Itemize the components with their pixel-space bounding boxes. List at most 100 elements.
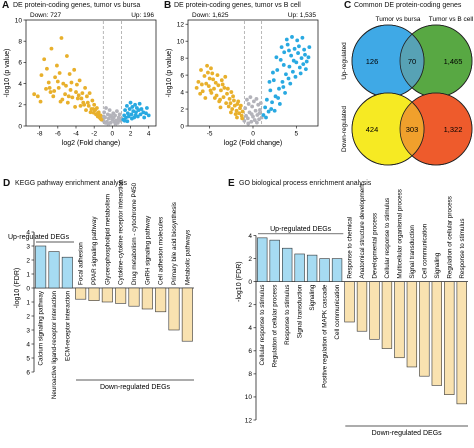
down-point bbox=[225, 91, 229, 96]
ns-point bbox=[242, 119, 247, 123]
ns-point bbox=[246, 121, 251, 126]
up-point bbox=[301, 62, 306, 66]
down-point bbox=[39, 73, 44, 78]
y-axis-label: -log10 (p value) bbox=[4, 49, 11, 98]
ns-point bbox=[107, 108, 112, 112]
ns-point bbox=[248, 95, 253, 100]
x-tick-label: -2 bbox=[91, 131, 97, 138]
category-label: Response to stimulus bbox=[284, 285, 291, 345]
ns-point bbox=[243, 106, 248, 111]
up-point bbox=[298, 71, 303, 76]
down-point bbox=[206, 84, 211, 89]
down-point bbox=[220, 82, 225, 87]
venn-column-label: Tumor vs bursa bbox=[376, 16, 421, 23]
down-point bbox=[205, 63, 209, 68]
up-point bbox=[146, 113, 151, 118]
down-bar bbox=[394, 281, 405, 359]
down-point bbox=[88, 110, 93, 115]
up-point bbox=[296, 51, 300, 55]
up-point bbox=[278, 57, 283, 62]
up-point bbox=[280, 80, 285, 84]
category-label: Focal adhesion bbox=[78, 242, 85, 285]
up-bar bbox=[35, 245, 47, 289]
down-point bbox=[236, 99, 241, 104]
down-point bbox=[47, 85, 52, 90]
down-point bbox=[212, 96, 217, 100]
down-point bbox=[65, 100, 70, 105]
y-tick-label: 2 bbox=[248, 256, 252, 263]
up-bar bbox=[319, 258, 330, 282]
up-point bbox=[302, 47, 307, 52]
down-point bbox=[51, 94, 56, 99]
up-point bbox=[283, 91, 287, 95]
up-point bbox=[137, 101, 142, 106]
up-regulated-label: Up-regulated DEGs bbox=[8, 234, 70, 241]
down-point bbox=[234, 108, 239, 113]
down-count-label: Down: 1,625 bbox=[192, 12, 229, 19]
ns-point bbox=[245, 116, 250, 121]
y-tick-label: 1 bbox=[26, 271, 30, 278]
down-point bbox=[221, 95, 226, 100]
up-point bbox=[282, 50, 287, 55]
x-tick-label: 4 bbox=[147, 131, 151, 138]
down-point bbox=[78, 103, 83, 108]
down-point bbox=[76, 93, 81, 98]
down-point bbox=[90, 98, 95, 103]
up-regulated-label: Up-regulated DEGs bbox=[270, 226, 332, 233]
up-point bbox=[271, 70, 275, 75]
ns-point bbox=[117, 112, 122, 117]
category-label: Response to stimulus bbox=[459, 218, 466, 278]
down-point bbox=[42, 57, 47, 62]
venn-both-count: 70 bbox=[408, 57, 416, 66]
up-point bbox=[304, 59, 309, 64]
ns-point bbox=[253, 108, 258, 113]
up-point bbox=[139, 107, 144, 111]
category-label: PPAR signaling pathway bbox=[91, 216, 98, 285]
down-bar bbox=[419, 281, 430, 377]
down-point bbox=[208, 88, 213, 93]
up-count-label: Up: 196 bbox=[131, 12, 154, 19]
up-point bbox=[145, 106, 149, 110]
y-tick-label: 4 bbox=[26, 341, 30, 348]
up-point bbox=[287, 64, 292, 69]
ns-point bbox=[254, 96, 259, 101]
up-point bbox=[288, 81, 293, 86]
chart-title: KEGG pathway enrichment analysis bbox=[15, 180, 128, 187]
down-regulated-label: Down-regulated DEGs bbox=[100, 384, 171, 391]
down-point bbox=[48, 90, 53, 94]
ns-point bbox=[250, 104, 255, 109]
category-label: Neuroactive ligand-receptor interaction bbox=[51, 291, 58, 400]
x-tick-label: 5 bbox=[295, 131, 299, 138]
down-point bbox=[70, 95, 75, 100]
ns-point bbox=[258, 101, 263, 106]
down-point bbox=[89, 107, 94, 111]
down-point bbox=[32, 92, 37, 97]
down-point bbox=[240, 116, 245, 121]
x-tick-label: 0 bbox=[111, 131, 115, 138]
y-tick-label: 2 bbox=[248, 302, 252, 309]
up-point bbox=[276, 96, 281, 100]
chart-title: DE protein-coding genes, tumor vs bursa bbox=[13, 2, 141, 9]
up-point bbox=[275, 68, 280, 72]
up-point bbox=[274, 55, 279, 60]
panel-d: D KEGG pathway enrichment analysis 4 3 2 1 0… bbox=[0, 172, 200, 448]
up-bar bbox=[294, 253, 305, 282]
y-tick-label: 4 bbox=[26, 229, 30, 236]
kegg-bar-chart: 4 3 2 1 0 1 2 3 4 5 6 -log10 (FDR) Calcium signaling… bbox=[8, 179, 194, 400]
ns-point bbox=[103, 120, 108, 125]
down-point bbox=[91, 110, 96, 115]
down-bar bbox=[128, 287, 140, 307]
up-bar bbox=[61, 256, 73, 289]
up-bar bbox=[48, 251, 60, 289]
venn-right-count: 1,465 bbox=[444, 57, 463, 66]
down-bar bbox=[181, 287, 193, 342]
up-point bbox=[287, 48, 291, 53]
category-label: Regulation of cellular process bbox=[446, 196, 453, 279]
panel-a: A DE protein-coding genes, tumor vs burs… bbox=[0, 0, 160, 150]
down-point bbox=[226, 104, 231, 109]
category-label: Signaling bbox=[309, 284, 316, 310]
up-point bbox=[129, 112, 134, 117]
ns-point bbox=[115, 109, 119, 114]
down-point bbox=[69, 80, 74, 85]
up-point bbox=[289, 53, 294, 58]
